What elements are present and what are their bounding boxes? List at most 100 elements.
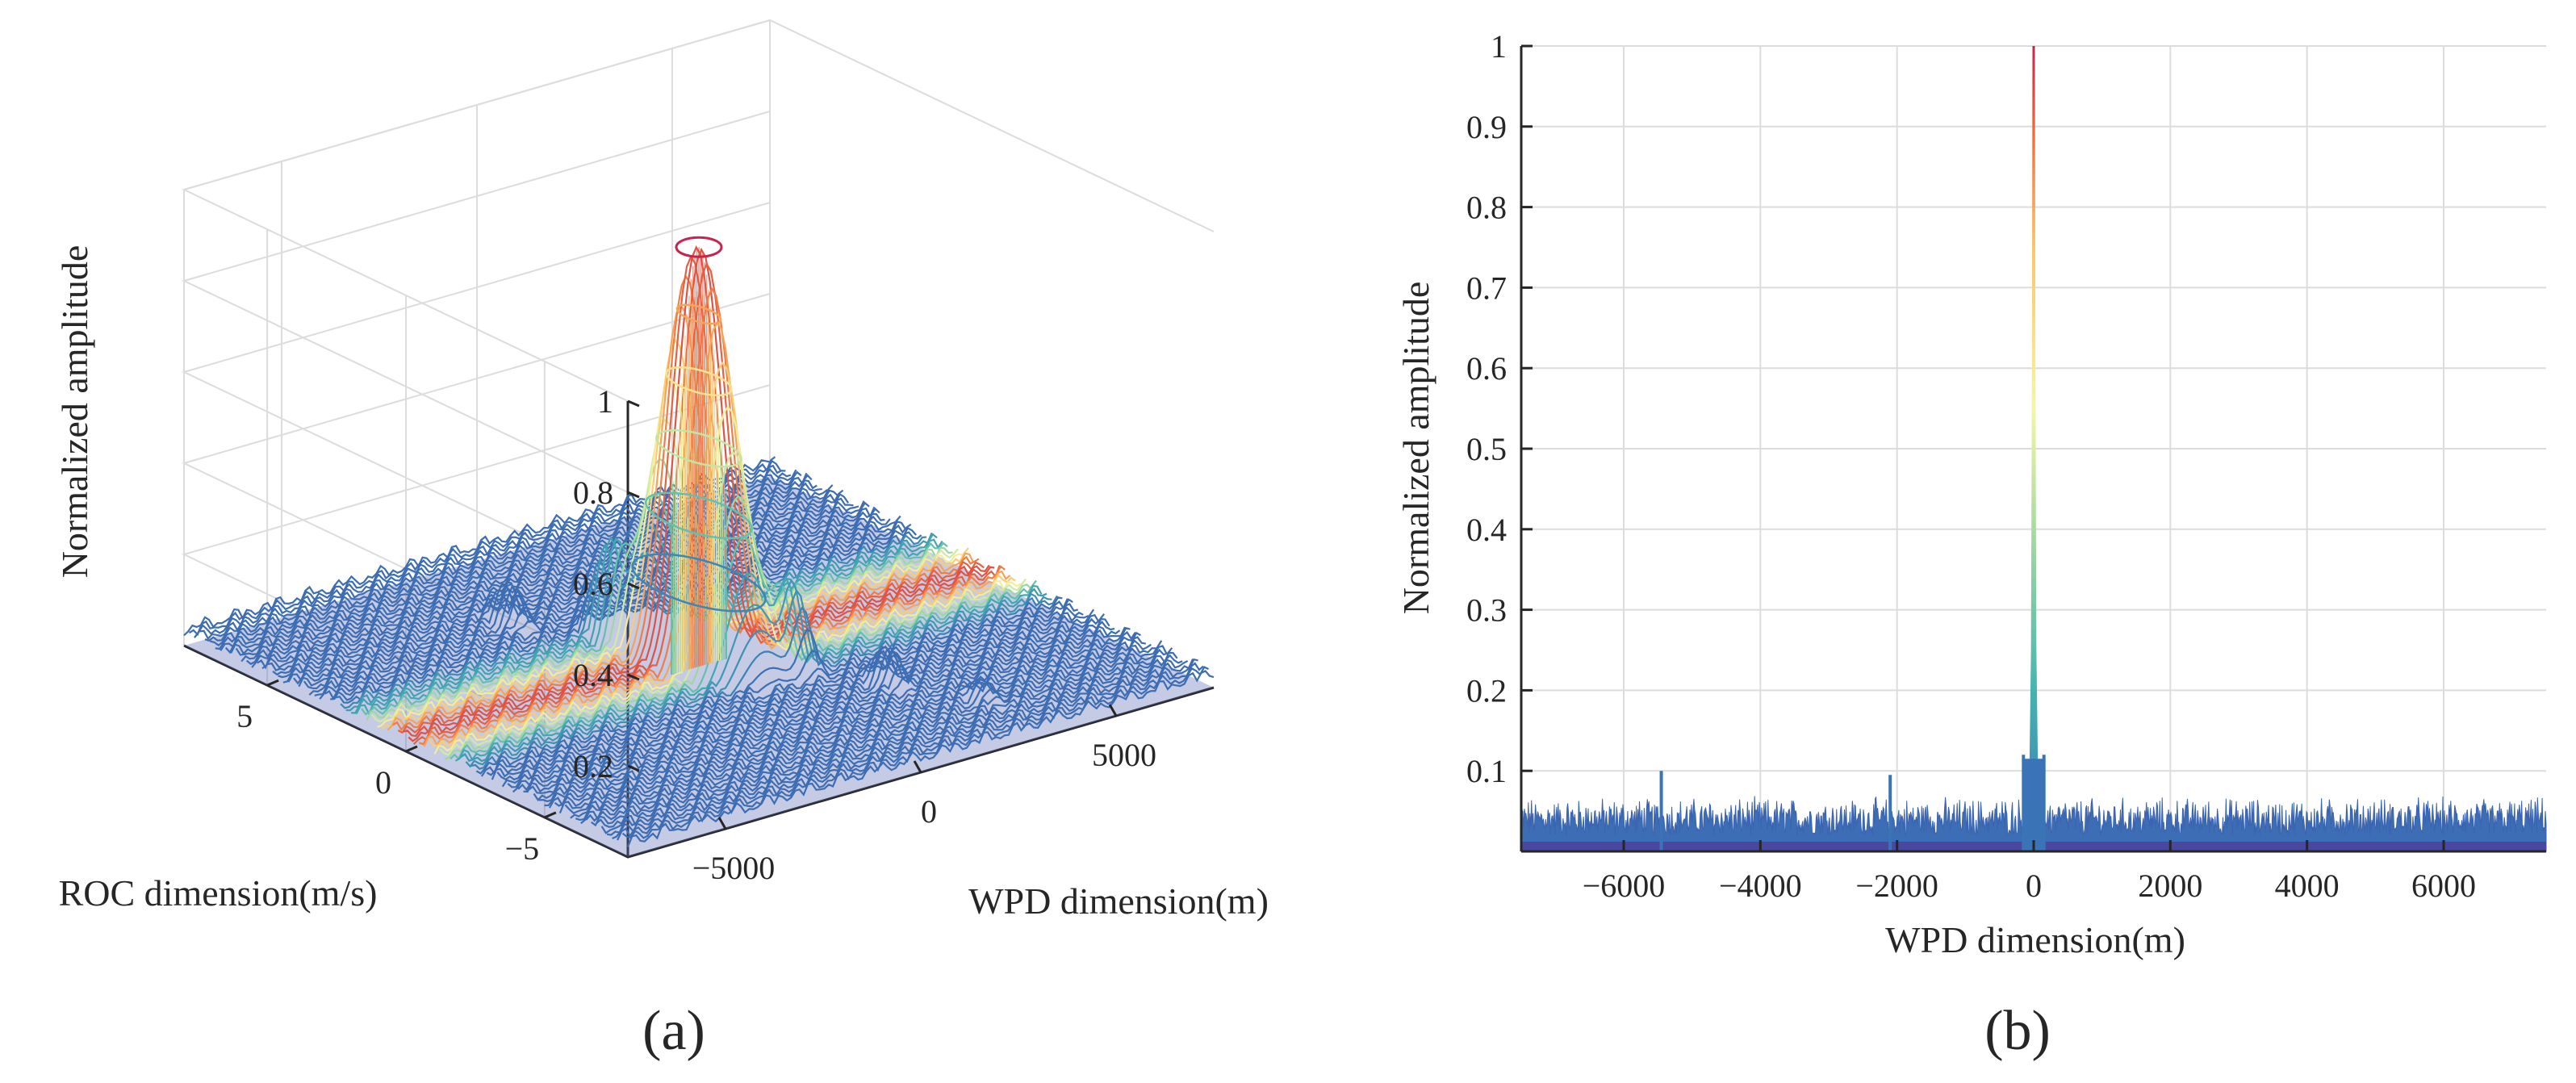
panel-a-x-axis-label: WPD dimension(m) — [968, 880, 1269, 922]
panel-b-mainlobe-base — [2023, 759, 2044, 851]
panel-a-tick-labels: 0.2 0.4 0.6 0.8 1 −5000 0 5000 5 0 −5 — [236, 383, 1156, 886]
panel-a-y-tick-label: −5 — [505, 830, 540, 867]
panel-a-peak-contour — [645, 491, 753, 540]
panel-b-y-tick-label: 0.6 — [1466, 350, 1507, 387]
panel-a-mesh-line — [475, 596, 1063, 775]
panel-a-z-gridline — [182, 384, 771, 767]
panel-a-x-tick — [1108, 704, 1118, 717]
panel-a-peak-contour — [655, 429, 742, 468]
panel-a-x-tick-label: 0 — [921, 793, 937, 830]
panel-a-mesh-line — [544, 626, 1131, 807]
panel-a-y-axis-label: ROC dimension(m/s) — [59, 872, 378, 914]
panel-a-z-tick — [627, 673, 640, 681]
panel-b-caption: (b) — [1984, 1000, 2051, 1062]
panel-a-mesh-line — [278, 500, 865, 679]
panel-a-mesh-line — [486, 598, 1073, 776]
panel-a-z-tick — [627, 399, 640, 408]
panel-a-mesh-line — [496, 606, 1084, 781]
panel-a-mesh-line — [267, 497, 854, 671]
panel-a-mesh-line — [585, 647, 1173, 822]
panel-b-x-tick-label: 4000 — [2275, 868, 2340, 904]
panel-a-peak-contour — [675, 303, 722, 325]
panel-a-mesh-line — [454, 572, 1043, 762]
panel-a-z-gridline — [182, 19, 771, 402]
panel-a-mesh-line — [501, 612, 1089, 788]
panel-a-z-tick-label: 0.8 — [573, 475, 613, 511]
panel-b-x-tick-label: 0 — [2026, 868, 2042, 904]
panel-a-z-gridline — [182, 293, 771, 675]
panel-a-mesh-line — [533, 625, 1121, 802]
panel-b-tick-labels: 0.1 0.2 0.3 0.4 0.5 0.6 0.7 0.8 0.9 1 −6000 −4000 −2… — [1466, 28, 2476, 904]
panel-a-front-axes — [183, 644, 1215, 859]
panel-b-x-tick-label: −6000 — [1583, 868, 1666, 904]
panel-a-y-tick — [544, 811, 557, 819]
panel-a-mesh-line — [596, 654, 1183, 828]
panel-a-z-tick-label: 0.2 — [573, 748, 613, 784]
panel-a-caption: (a) — [642, 1000, 705, 1062]
panel-b-y-tick-label: 0.2 — [1466, 672, 1507, 709]
panel-a-z-tick — [627, 582, 640, 590]
panel-a-peak-contour — [665, 366, 733, 397]
panel-a-mesh-line — [480, 598, 1068, 777]
panel-a-mesh-line — [445, 495, 1032, 760]
panel-b-y-tick-label: 1 — [1491, 28, 1507, 65]
panel-a-mesh-line — [345, 532, 933, 712]
panel-a-surface-mesh — [183, 236, 1215, 857]
panel-a-mesh-line — [591, 651, 1178, 827]
panel-a-mesh-line — [528, 621, 1115, 794]
panel-a-mesh-line — [580, 645, 1168, 825]
panel-b-y-tick-label: 0.3 — [1466, 592, 1507, 629]
panel-a-y-tick — [266, 679, 279, 687]
panel-a-mesh-line — [621, 666, 1210, 839]
panel-a-surface-chart: 0.2 0.4 0.6 0.8 1 −5000 0 5000 5 0 −5 Normalized a… — [54, 19, 1269, 1062]
panel-a-mesh-line — [408, 248, 995, 742]
panel-b-y-axis-label: Normalized amplitude — [1395, 282, 1436, 615]
panel-b-x-tick-label: −4000 — [1719, 868, 1802, 904]
panel-a-mesh-line — [230, 479, 818, 655]
panel-a-mesh-line — [429, 361, 1016, 747]
panel-a-mesh-line — [600, 659, 1189, 834]
panel-a-peak-cap — [675, 236, 723, 258]
panel-a-mesh-line — [335, 531, 922, 704]
panel-a-x-tick-label: −5000 — [692, 850, 776, 886]
panel-a-x-tick-label: 5000 — [1092, 737, 1156, 773]
panel-a-mesh-line — [626, 670, 1215, 847]
panel-a-mesh-line — [282, 501, 870, 684]
panel-b-x-tick-label: 2000 — [2138, 868, 2202, 904]
panel-b-x-tick-label: 6000 — [2411, 868, 2476, 904]
panel-b-x-tick-label: −2000 — [1855, 868, 1938, 904]
panel-a-mesh-line — [272, 500, 859, 676]
panel-a-z-tick-label: 0.4 — [573, 657, 613, 693]
panel-b-x-axis-label: WPD dimension(m) — [1885, 919, 2185, 960]
panel-a-z-gridline — [182, 202, 771, 584]
panel-a-mesh-line — [303, 515, 891, 690]
panel-a-x-tick — [913, 760, 922, 773]
panel-a-mesh-line — [418, 286, 1006, 746]
panel-a-z-axis-label: Normalized amplitude — [54, 245, 95, 579]
panel-b-line-chart: 0.1 0.2 0.3 0.4 0.5 0.6 0.7 0.8 0.9 1 −6000 −4000 −2… — [1395, 28, 2547, 1062]
panel-a-mesh-line — [512, 613, 1100, 793]
panel-a-y-tick — [405, 745, 418, 753]
panel-a-mesh-line — [465, 588, 1052, 768]
panel-a-mesh-line — [382, 339, 969, 730]
panel-a-mesh-line — [570, 644, 1156, 819]
panel-a-x-tick — [717, 817, 727, 830]
panel-a-y-tick-label: 5 — [236, 698, 253, 734]
panel-a-mesh-line — [612, 658, 1198, 840]
panel-a-mesh-line — [460, 578, 1048, 763]
panel-b-y-tick-label: 0.4 — [1466, 512, 1507, 548]
panel-b-y-tick-label: 0.9 — [1466, 109, 1507, 145]
panel-a-y-tick-label: 0 — [375, 764, 391, 801]
panel-a-mesh-line — [293, 508, 880, 685]
panel-a-mesh-line — [433, 405, 1022, 755]
panel-a-mesh-line — [554, 631, 1141, 807]
panel-b-y-tick-label: 0.8 — [1466, 190, 1507, 226]
panel-b-y-tick-label: 0.5 — [1466, 431, 1507, 467]
panel-a-mesh-line — [517, 613, 1105, 792]
panel-a-mesh-line — [215, 470, 802, 650]
panel-a-mesh-line — [298, 512, 885, 688]
panel-a-mesh-line — [240, 487, 828, 663]
panel-a-mesh-line — [355, 525, 943, 716]
panel-a-mesh-line — [606, 659, 1194, 836]
